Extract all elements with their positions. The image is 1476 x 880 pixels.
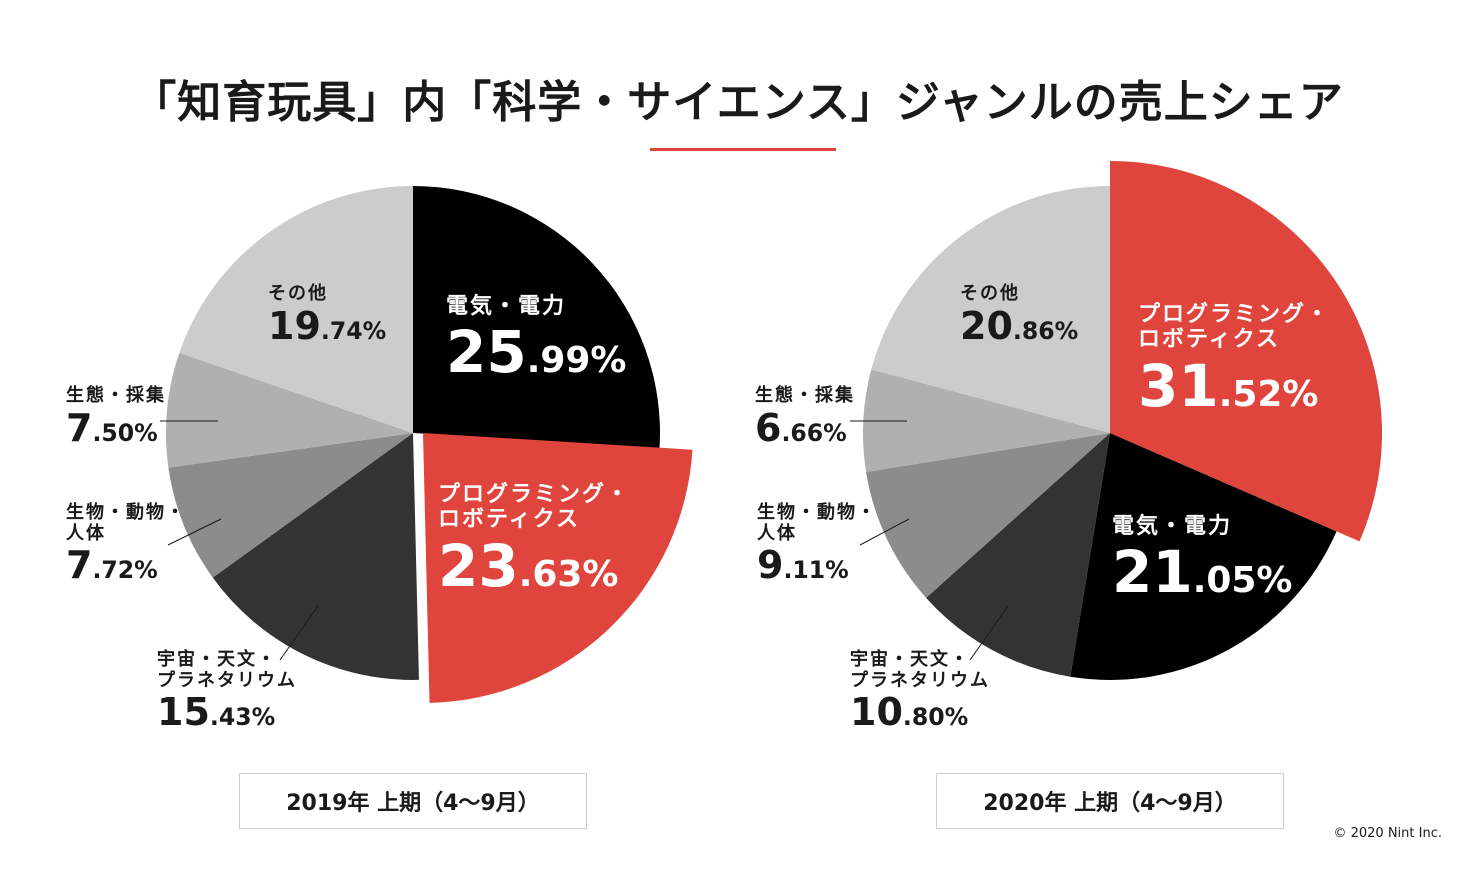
pie-slice	[871, 186, 1110, 433]
leader-line	[279, 605, 319, 661]
slice-category: 宇宙・天文・ プラネタリウム	[850, 649, 990, 691]
pie-slice	[166, 352, 413, 468]
slice-category: 電気・電力	[446, 294, 567, 319]
slice-category: その他	[960, 283, 1020, 304]
slice-value: 7.50%	[66, 405, 158, 450]
slice-value: 31.52%	[1138, 351, 1319, 420]
pie-0	[160, 186, 693, 703]
slice-value: 9.11%	[757, 543, 849, 588]
leader-line	[167, 518, 222, 546]
slice-value: 19.74%	[268, 303, 387, 348]
pie-slice	[1110, 161, 1382, 542]
slice-value: 20.86%	[960, 303, 1079, 348]
slice-category: プログラミング・ ロボティクス	[1138, 302, 1331, 353]
label-2019-electric: 電気・電力 25.99%	[446, 294, 626, 386]
label-2019-programming: プログラミング・ ロボティクス 23.63%	[438, 482, 630, 599]
slice-value: 10.80%	[850, 690, 969, 735]
slice-category: 生物・動物・ 人体	[757, 502, 877, 544]
pie-1	[850, 161, 1382, 680]
leader-line	[859, 518, 910, 546]
label-2020-electric: 電気・電力 21.05%	[1112, 514, 1292, 606]
title-underline	[650, 148, 836, 151]
label-2020-biology: 生物・動物・ 人体 9.11%	[757, 502, 877, 588]
slice-category: 生態・採集	[66, 385, 166, 406]
pie-slice	[926, 433, 1110, 677]
label-2019-other: その他 19.74%	[268, 283, 387, 348]
chart-title: 「知育玩具」内「科学・サイエンス」ジャンルの売上シェア	[132, 77, 1344, 128]
pie-slice	[212, 433, 419, 680]
pie-slice	[413, 186, 660, 449]
slice-category: プログラミング・ ロボティクス	[438, 482, 631, 533]
pie-slice	[866, 433, 1110, 598]
label-2019-ecology: 生態・採集 7.50%	[66, 385, 166, 450]
slice-category: 生物・動物・ 人体	[66, 502, 186, 544]
pie-slice	[862, 369, 1110, 472]
label-2020-other: その他 20.86%	[960, 283, 1079, 348]
pie-slice	[168, 433, 413, 578]
slice-category: 生態・採集	[755, 385, 855, 406]
period-label-2019: 2019年 上期（4～9月）	[239, 773, 587, 829]
slice-value: 21.05%	[1112, 538, 1293, 607]
slice-value: 7.72%	[66, 543, 158, 588]
slice-category: 宇宙・天文・ プラネタリウム	[157, 649, 297, 691]
pie-slice	[1070, 433, 1337, 680]
pie-slice	[179, 186, 413, 433]
slice-category: 電気・電力	[1112, 514, 1233, 539]
slice-value: 15.43%	[157, 690, 276, 735]
slice-value: 25.99%	[446, 318, 627, 387]
pie-slice	[423, 433, 693, 703]
slice-value: 23.63%	[438, 531, 619, 600]
label-2020-programming: プログラミング・ ロボティクス 31.52%	[1138, 302, 1330, 419]
leader-line	[969, 605, 1009, 661]
slice-value: 6.66%	[755, 405, 847, 450]
period-label-2020: 2020年 上期（4～9月）	[936, 773, 1284, 829]
copyright: © 2020 Nint Inc.	[1333, 826, 1442, 841]
label-2020-ecology: 生態・採集 6.66%	[755, 385, 855, 450]
label-2019-space: 宇宙・天文・ プラネタリウム 15.43%	[157, 649, 297, 735]
label-2020-space: 宇宙・天文・ プラネタリウム 10.80%	[850, 649, 990, 735]
label-2019-biology: 生物・動物・ 人体 7.72%	[66, 502, 186, 588]
slice-category: その他	[268, 283, 328, 304]
